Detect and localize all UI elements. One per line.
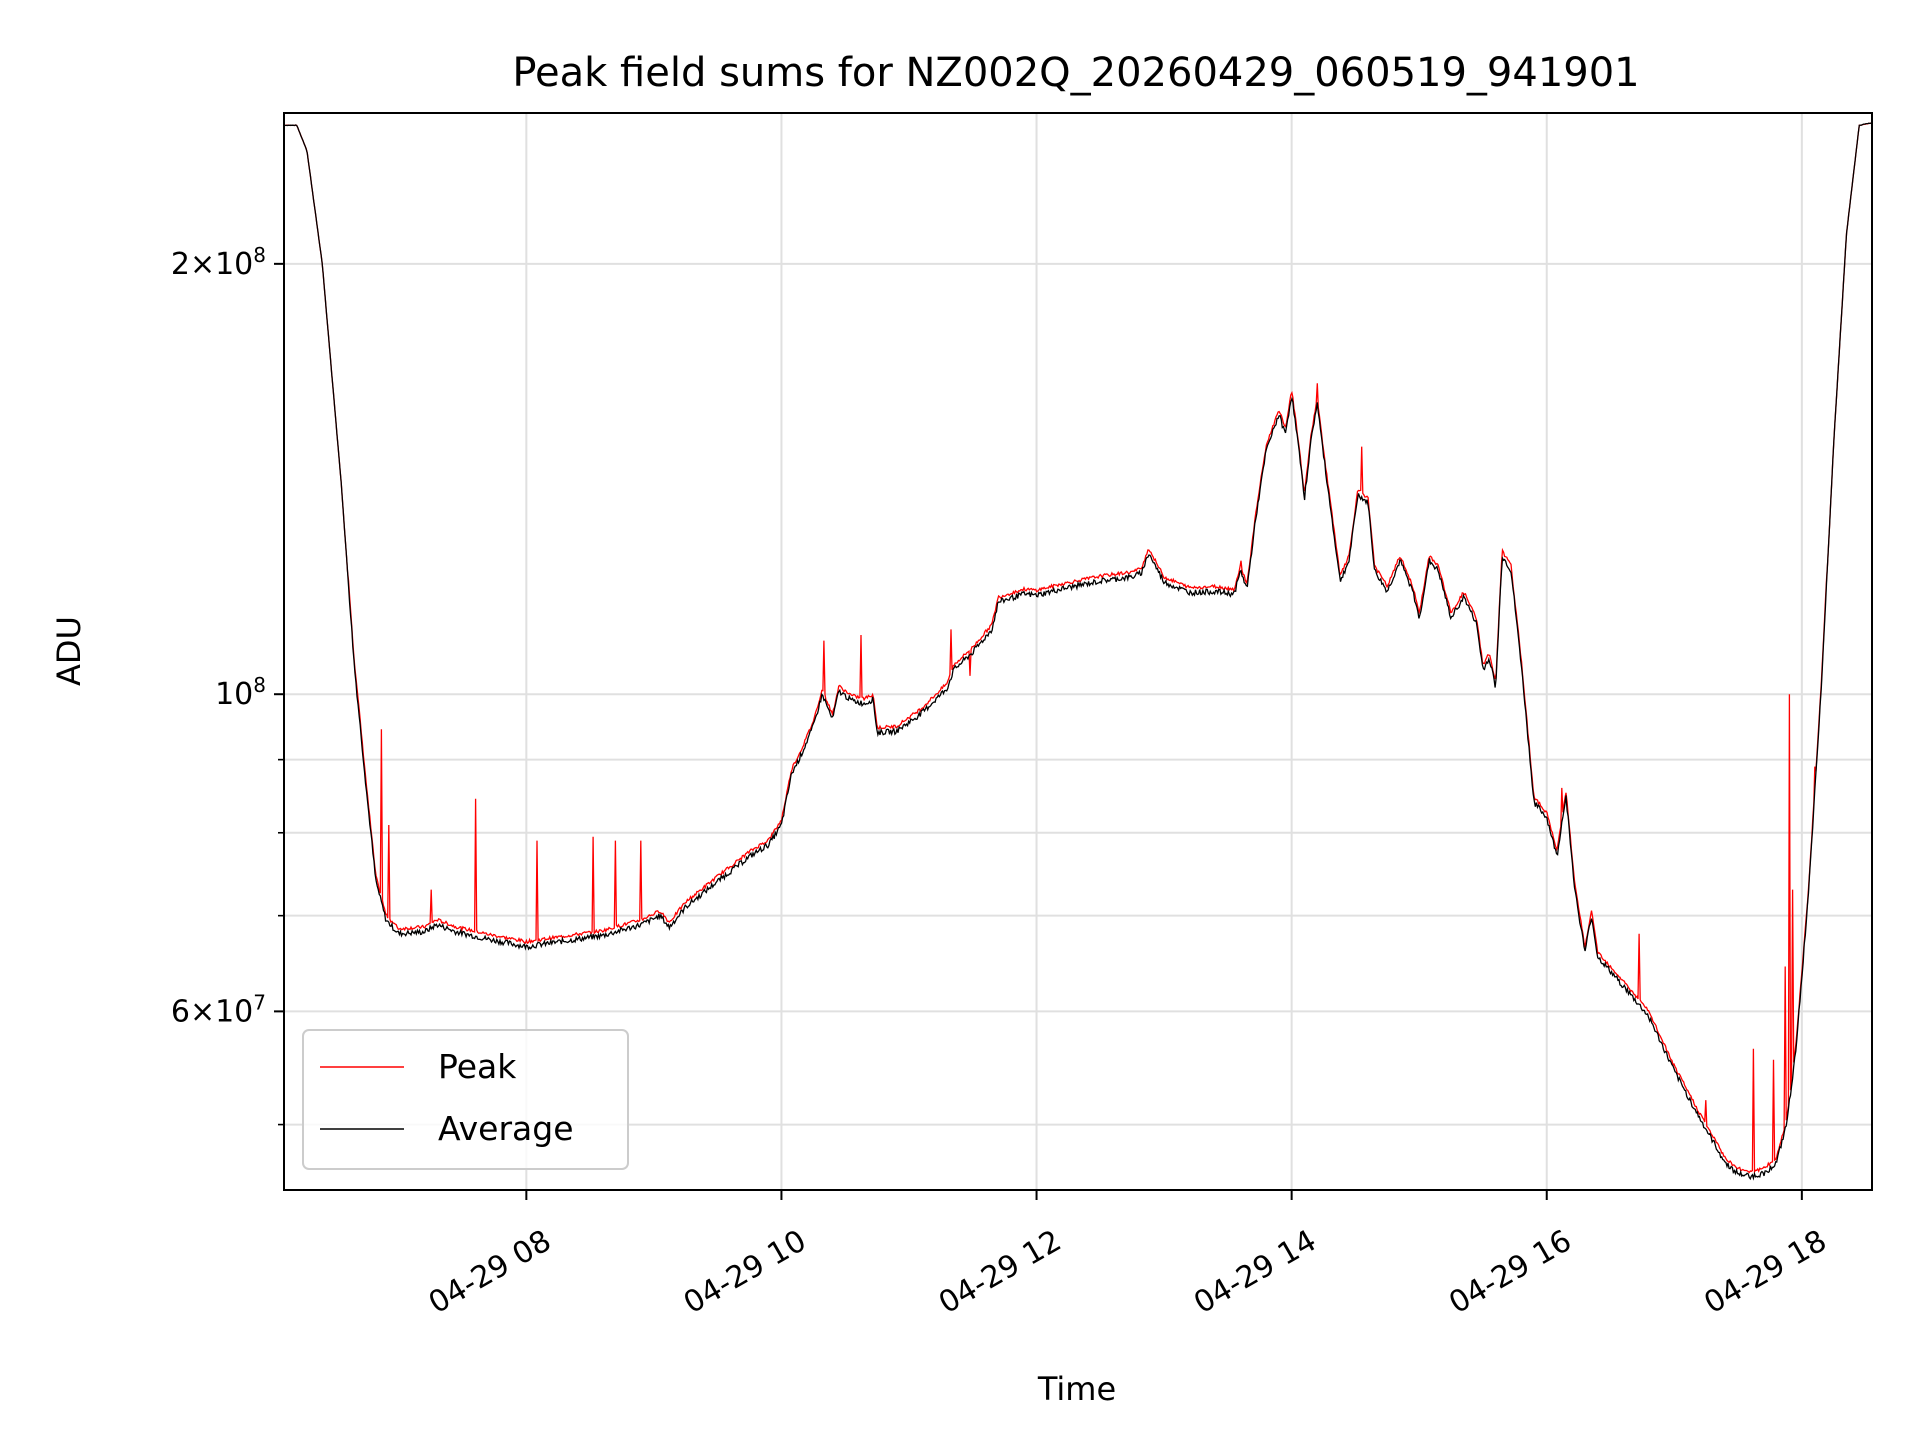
legend-average-label: Average bbox=[438, 1109, 574, 1148]
y-tick-label-2: 6×107 bbox=[171, 990, 266, 1029]
legend: Peak Average bbox=[302, 1029, 629, 1170]
y-tick-label-0: 2×108 bbox=[171, 243, 266, 282]
chart-title: Peak field sums for NZ002Q_20260429_0605… bbox=[512, 50, 1639, 96]
legend-peak-label: Peak bbox=[438, 1047, 517, 1086]
x-axis-label: Time bbox=[1037, 1370, 1116, 1408]
plot-frame bbox=[283, 112, 1873, 1191]
series-line-average bbox=[284, 122, 1872, 1181]
grid-layer bbox=[284, 113, 1872, 1190]
plot-layer bbox=[284, 122, 1872, 1181]
legend-box bbox=[302, 1029, 629, 1170]
y-axis-label: ADU bbox=[50, 616, 88, 686]
